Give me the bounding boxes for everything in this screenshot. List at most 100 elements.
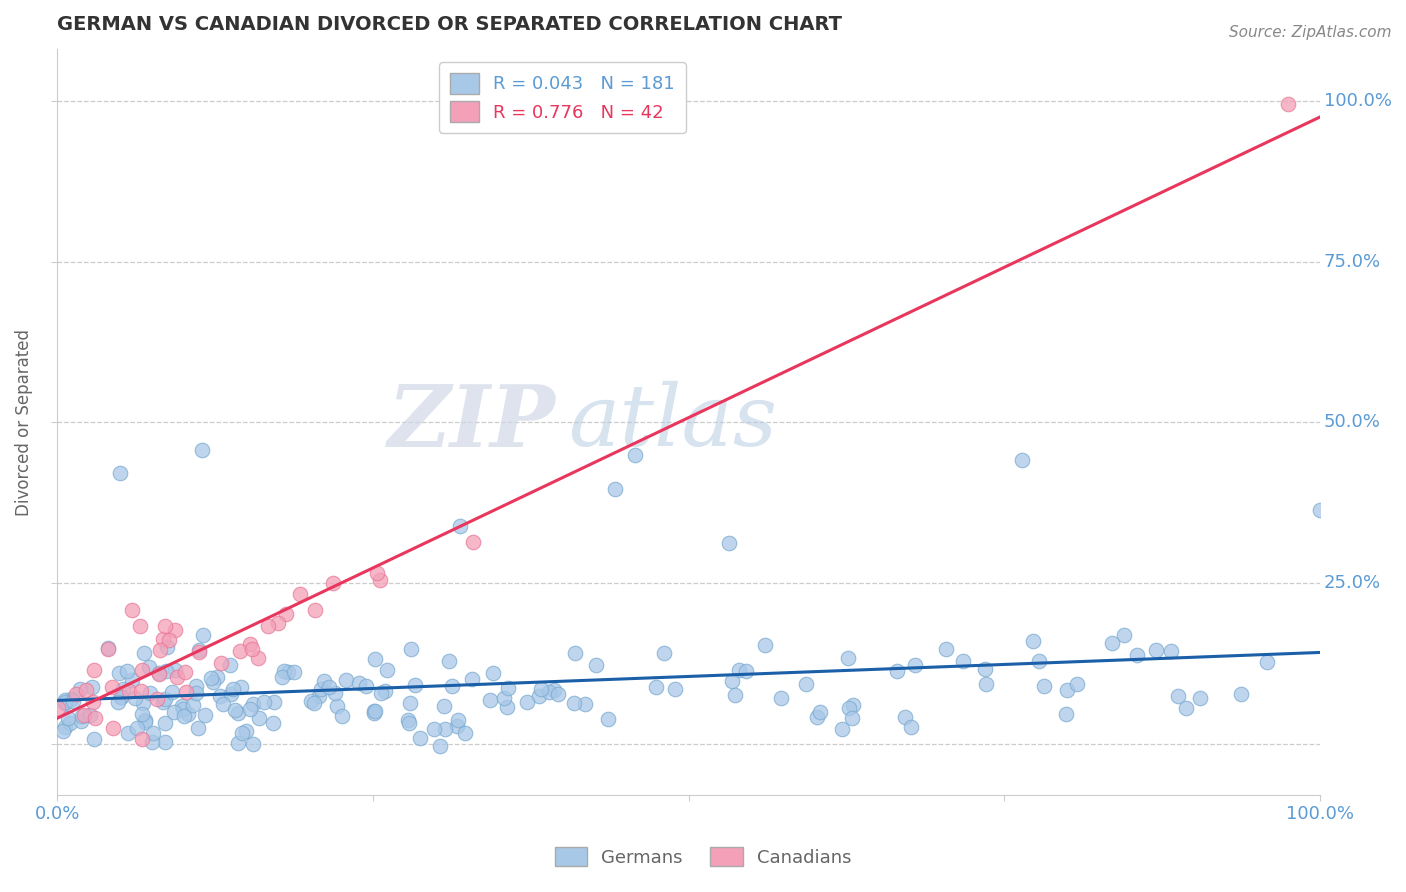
Point — [481, 665, 503, 680]
Point — [221, 687, 243, 701]
Legend: R = 0.043   N = 181, R = 0.776   N = 42: R = 0.043 N = 181, R = 0.776 N = 42 — [439, 62, 686, 133]
Point — [191, 443, 214, 458]
Point — [529, 689, 551, 703]
Point — [330, 709, 353, 723]
Point — [118, 683, 141, 698]
Point — [323, 686, 346, 700]
Point — [398, 696, 420, 710]
Point — [605, 482, 627, 496]
Point — [186, 679, 208, 693]
Point — [721, 674, 744, 689]
Point — [153, 734, 176, 748]
Point — [153, 691, 176, 706]
Point — [364, 652, 387, 666]
Point — [398, 716, 420, 731]
Point — [1160, 644, 1182, 658]
Point — [62, 694, 84, 708]
Point — [229, 680, 252, 694]
Text: 25.0%: 25.0% — [1323, 574, 1381, 592]
Point — [65, 687, 87, 701]
Point — [83, 663, 105, 677]
Point — [226, 706, 249, 720]
Point — [335, 673, 357, 687]
Y-axis label: Divorced or Separated: Divorced or Separated — [15, 329, 32, 516]
Text: Source: ZipAtlas.com: Source: ZipAtlas.com — [1229, 25, 1392, 40]
Point — [129, 619, 152, 633]
Point — [409, 731, 432, 746]
Point — [904, 657, 927, 672]
Point — [115, 664, 138, 678]
Point — [138, 660, 160, 674]
Point — [449, 519, 471, 533]
Point — [72, 709, 94, 723]
Point — [97, 641, 120, 656]
Point — [176, 685, 198, 699]
Point — [101, 680, 124, 694]
Point — [277, 665, 299, 679]
Point — [211, 697, 233, 711]
Point — [165, 623, 187, 637]
Point — [363, 706, 385, 720]
Point — [283, 665, 305, 680]
Point — [72, 708, 94, 723]
Point — [1309, 503, 1331, 517]
Point — [155, 665, 177, 679]
Point — [209, 689, 232, 703]
Point — [447, 713, 470, 727]
Point — [837, 651, 859, 665]
Point — [59, 715, 82, 730]
Point — [429, 739, 451, 753]
Point — [205, 670, 228, 684]
Point — [326, 699, 349, 714]
Point — [529, 681, 551, 696]
Point — [134, 714, 156, 728]
Point — [1229, 687, 1251, 701]
Point — [366, 566, 388, 580]
Point — [664, 681, 686, 696]
Point — [440, 679, 463, 693]
Point — [153, 716, 176, 731]
Point — [652, 646, 675, 660]
Point — [543, 683, 565, 698]
Point — [900, 720, 922, 734]
Point — [302, 696, 325, 710]
Point — [1054, 706, 1077, 721]
Point — [132, 646, 155, 660]
Point — [274, 607, 297, 622]
Point — [46, 700, 69, 714]
Point — [134, 715, 156, 730]
Point — [235, 723, 257, 738]
Point — [1188, 690, 1211, 705]
Point — [131, 663, 153, 677]
Point — [53, 696, 76, 710]
Point — [152, 695, 174, 709]
Point — [439, 654, 461, 668]
Point — [257, 618, 280, 632]
Point — [172, 698, 194, 713]
Point — [141, 735, 163, 749]
Point — [433, 699, 456, 714]
Point — [229, 644, 252, 658]
Point — [838, 700, 860, 714]
Point — [404, 678, 426, 692]
Point — [1144, 643, 1167, 657]
Point — [149, 643, 172, 657]
Point — [794, 676, 817, 690]
Point — [754, 638, 776, 652]
Point — [495, 700, 517, 714]
Point — [547, 687, 569, 701]
Point — [239, 702, 262, 716]
Point — [56, 711, 79, 725]
Point — [108, 466, 131, 480]
Point — [1112, 628, 1135, 642]
Point — [163, 663, 186, 677]
Point — [110, 690, 132, 704]
Point — [806, 710, 828, 724]
Point — [231, 726, 253, 740]
Point — [562, 697, 585, 711]
Point — [97, 641, 120, 656]
Point — [200, 671, 222, 685]
Point — [121, 673, 143, 687]
Point — [173, 702, 195, 716]
Point — [831, 722, 853, 736]
